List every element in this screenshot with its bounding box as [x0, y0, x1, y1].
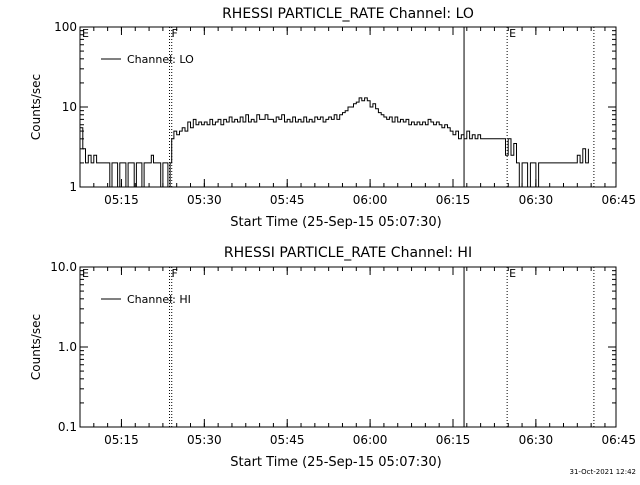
marker-label-1: F: [172, 267, 178, 280]
x-tick-label-3: 06:00: [353, 433, 388, 447]
x-tick-label-6: 06:45: [601, 433, 636, 447]
x-tick-label-0: 05:15: [104, 193, 139, 207]
x-tick-label-6: 06:45: [601, 193, 636, 207]
y-tick-label-0: 0.1: [58, 420, 77, 434]
x-tick-label-5: 06:30: [519, 433, 554, 447]
marker-label-0: E: [82, 27, 89, 40]
marker-label-1: F: [172, 27, 178, 40]
x-axis-label: Start Time (25-Sep-15 05:07:30): [230, 455, 441, 470]
x-tick-label-3: 06:00: [353, 193, 388, 207]
plot-frame: [79, 266, 617, 428]
legend-label: Channel: HI: [127, 293, 191, 306]
chart-title: RHESSI PARTICLE_RATE Channel: HI: [224, 245, 472, 261]
y-tick-label-1: 1.0: [58, 340, 77, 354]
y-axis-label: Counts/sec: [29, 314, 43, 380]
marker-label-4: E: [509, 27, 516, 40]
y-tick-label-2: 100: [54, 20, 77, 34]
y-tick-label-0: 1: [69, 180, 77, 194]
panel-hi-channel: RHESSI PARTICLE_RATE Channel: HI E F E 0.1 1.…: [29, 245, 636, 470]
y-axis-label: Counts/sec: [29, 74, 43, 140]
marker-label-0: E: [82, 267, 89, 280]
marker-label-4: E: [509, 267, 516, 280]
x-axis-label: Start Time (25-Sep-15 05:07:30): [230, 215, 441, 230]
legend-label: Channel: LO: [127, 53, 194, 66]
footer-timestamp: 31-Oct-2021 12:42: [570, 468, 636, 476]
x-tick-label-2: 05:45: [270, 433, 305, 447]
x-tick-label-5: 06:30: [519, 193, 554, 207]
x-tick-label-4: 06:15: [436, 193, 471, 207]
x-tick-label-0: 05:15: [104, 433, 139, 447]
chart-title: RHESSI PARTICLE_RATE Channel: LO: [222, 6, 474, 22]
y-tick-label-1: 10: [62, 100, 77, 114]
series-line-0: [80, 97, 589, 188]
x-tick-label-1: 05:30: [187, 433, 222, 447]
x-tick-label-1: 05:30: [187, 193, 222, 207]
x-tick-label-4: 06:15: [436, 433, 471, 447]
panel-lo-channel: RHESSI PARTICLE_RATE Channel: LO E F E 1 10 10…: [29, 6, 636, 230]
x-tick-label-2: 05:45: [270, 193, 305, 207]
y-tick-label-2: 10.0: [50, 260, 77, 274]
